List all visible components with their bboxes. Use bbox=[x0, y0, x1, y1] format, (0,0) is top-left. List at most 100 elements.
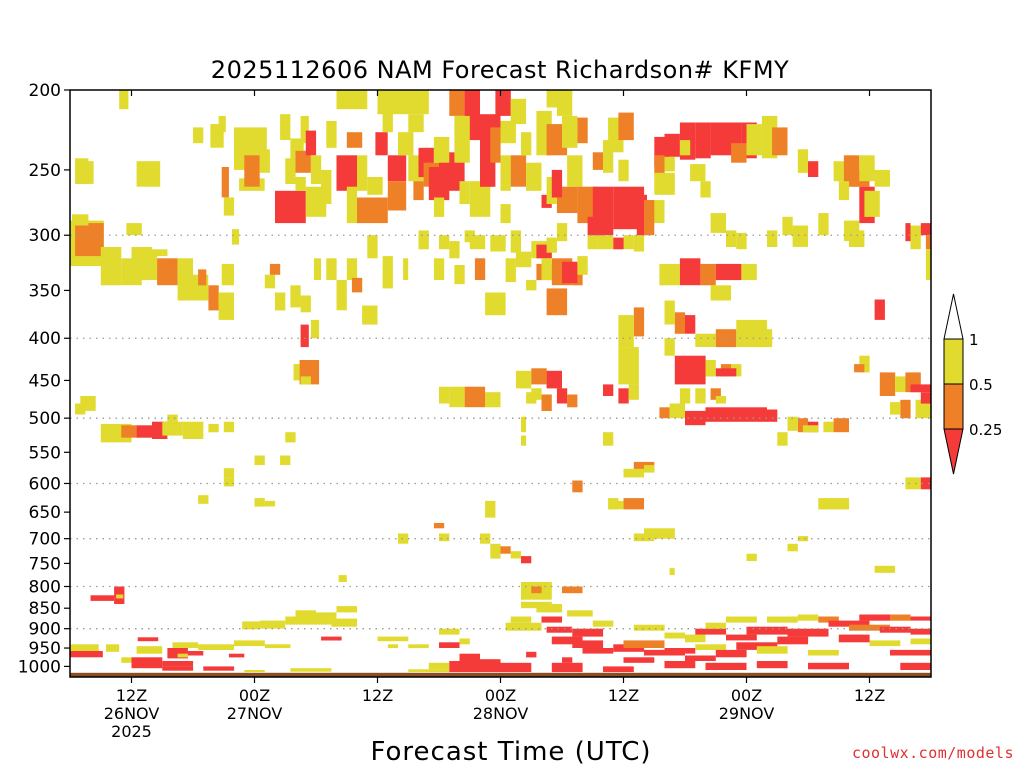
heatmap-cell bbox=[131, 657, 163, 669]
heatmap-cell bbox=[510, 98, 527, 125]
heatmap-cell bbox=[90, 595, 115, 601]
heatmap-cell bbox=[556, 388, 568, 404]
heatmap-cell bbox=[664, 661, 696, 669]
heatmap-cell bbox=[659, 407, 670, 419]
heatmap-cell bbox=[546, 124, 568, 156]
heatmap-cell bbox=[541, 616, 562, 623]
heatmap-cell bbox=[162, 249, 168, 257]
heatmap-cell bbox=[398, 132, 414, 156]
heatmap-cell bbox=[695, 628, 727, 635]
heatmap-cell bbox=[490, 543, 501, 559]
heatmap-cell bbox=[269, 263, 281, 275]
heatmap-cell bbox=[633, 624, 665, 631]
heatmap-cell bbox=[674, 355, 706, 385]
heatmap-cell bbox=[136, 161, 161, 187]
heatmap-cell bbox=[449, 90, 465, 116]
heatmap-cell bbox=[792, 225, 808, 247]
heatmap-cell bbox=[726, 407, 747, 422]
y-tick-label: 550 bbox=[29, 443, 61, 463]
heatmap-cell bbox=[526, 280, 537, 291]
heatmap-cell bbox=[746, 553, 757, 561]
heatmap-cell bbox=[603, 384, 614, 396]
heatmap-cell bbox=[910, 628, 931, 635]
heatmap-cell bbox=[567, 394, 578, 408]
heatmap-cell bbox=[849, 230, 865, 247]
y-tick-label: 250 bbox=[29, 161, 61, 181]
heatmap-cell bbox=[454, 265, 465, 285]
heatmap-cell bbox=[218, 115, 226, 133]
heatmap-cell bbox=[859, 614, 891, 621]
heatmap-cell bbox=[408, 114, 424, 133]
heatmap-cell bbox=[726, 616, 757, 623]
heatmap-cell bbox=[338, 575, 347, 582]
heatmap-cell bbox=[157, 258, 178, 286]
heatmap-cell bbox=[428, 662, 450, 670]
heatmap-cell bbox=[551, 169, 563, 198]
heatmap-cell bbox=[874, 565, 896, 573]
heatmap-cell bbox=[618, 388, 629, 404]
legend-top-arrow bbox=[943, 293, 964, 340]
heatmap-cell bbox=[116, 594, 124, 599]
heatmap-cell bbox=[285, 616, 332, 625]
heatmap-cell bbox=[746, 407, 767, 422]
legend-label: 0.5 bbox=[969, 376, 993, 394]
heatmap-cell bbox=[618, 112, 634, 141]
heatmap-cell bbox=[126, 223, 142, 236]
heatmap-cell bbox=[70, 644, 99, 652]
heatmap-cell bbox=[854, 364, 865, 373]
heatmap-cell bbox=[100, 247, 122, 286]
heatmap-cell bbox=[439, 386, 450, 404]
y-tick-label: 700 bbox=[29, 530, 61, 550]
heatmap-cell bbox=[244, 670, 265, 673]
heatmap-cell bbox=[510, 551, 521, 559]
heatmap-cell bbox=[290, 285, 301, 308]
heatmap-cell bbox=[910, 638, 931, 645]
heatmap-cell bbox=[377, 90, 398, 115]
heatmap-cell bbox=[700, 263, 716, 286]
heatmap-cell bbox=[357, 155, 368, 191]
heatmap-cell bbox=[679, 258, 701, 286]
heatmap-cell bbox=[664, 632, 685, 639]
heatmap-cell bbox=[526, 651, 537, 658]
heatmap-cell bbox=[167, 414, 178, 424]
y-tick-label: 600 bbox=[29, 474, 61, 494]
heatmap-cell bbox=[346, 258, 358, 280]
heatmap-cell bbox=[808, 662, 849, 670]
y-tick-label: 1000 bbox=[18, 657, 61, 677]
heatmap-cell bbox=[669, 403, 685, 419]
heatmap-cell bbox=[295, 610, 316, 617]
y-tick-label: 800 bbox=[29, 577, 61, 597]
heatmap-cell bbox=[377, 636, 409, 642]
heatmap-cell bbox=[321, 169, 332, 204]
heatmap-cell bbox=[818, 616, 839, 623]
heatmap-cell bbox=[587, 216, 603, 236]
heatmap-cell bbox=[408, 644, 429, 649]
heatmap-cell bbox=[746, 626, 788, 635]
heatmap-cell bbox=[485, 500, 496, 518]
heatmap-cell bbox=[685, 315, 696, 334]
heatmap-cell bbox=[920, 223, 932, 236]
heatmap-cell bbox=[310, 155, 322, 184]
heatmap-cell bbox=[464, 230, 475, 243]
heatmap-cell bbox=[664, 338, 675, 356]
y-tick-label: 500 bbox=[29, 409, 61, 429]
heatmap-cell bbox=[336, 155, 357, 191]
heatmap-cell bbox=[449, 386, 465, 408]
heatmap-cell bbox=[521, 435, 527, 446]
surface-band bbox=[70, 672, 931, 677]
y-tick-label: 200 bbox=[29, 81, 61, 101]
heatmap-cell bbox=[193, 127, 204, 144]
heatmap-cell bbox=[572, 628, 604, 637]
heatmap-cell bbox=[603, 432, 614, 446]
heatmap-cell bbox=[726, 634, 757, 641]
legend-swatch-05-1 bbox=[943, 338, 964, 385]
heatmap-cell bbox=[636, 194, 647, 236]
heatmap-cell bbox=[293, 364, 300, 381]
heatmap-cell bbox=[280, 455, 291, 466]
heatmap-cell bbox=[485, 392, 501, 408]
heatmap-cell bbox=[387, 644, 399, 649]
heatmap-cell bbox=[797, 149, 809, 173]
heatmap-cell bbox=[351, 277, 363, 293]
heatmap-cell bbox=[357, 197, 388, 224]
x-tick-label: 2025 bbox=[111, 722, 152, 741]
